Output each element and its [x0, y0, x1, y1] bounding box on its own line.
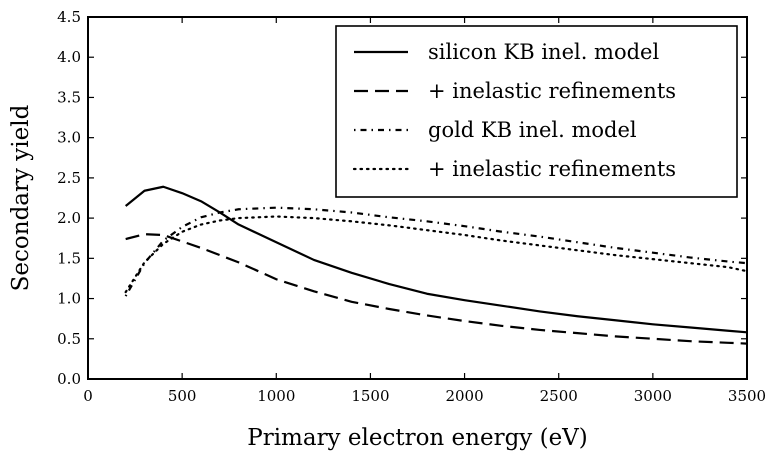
- series-line-1: [124, 185, 747, 334]
- x-tick-label: 500: [168, 387, 197, 405]
- y-tick-label: 2.0: [57, 209, 81, 227]
- y-tick-label: 3.0: [57, 129, 81, 147]
- y-axis-title: Secondary yield: [8, 104, 34, 291]
- plot-frame: [87, 16, 748, 380]
- x-tick-label: 2000: [445, 387, 483, 405]
- y-tick-label: 4.5: [57, 8, 81, 26]
- series-line-3: [124, 206, 747, 297]
- y-tick-label: 1.0: [57, 290, 81, 308]
- x-axis-title: Primary electron energy (eV): [247, 425, 588, 451]
- x-tick-label: 1500: [351, 387, 389, 405]
- y-tick-label: 0.5: [57, 330, 81, 348]
- y-tick-label: 2.5: [57, 169, 81, 187]
- series-line-4: [124, 215, 747, 294]
- y-tick-label: 1.5: [57, 249, 81, 267]
- legend-label-2: + inelastic refinements: [428, 79, 676, 103]
- x-tick-label: 3500: [728, 387, 766, 405]
- y-tick-label: 4.0: [57, 48, 81, 66]
- x-tick-label: 0: [83, 387, 93, 405]
- series-line-2: [125, 233, 747, 345]
- y-tick-label: 3.5: [57, 88, 81, 106]
- x-tick-label: 1000: [257, 387, 295, 405]
- legend-label-1: silicon KB inel. model: [428, 40, 659, 64]
- y-tick-label: 0.0: [57, 370, 81, 388]
- x-tick-label: 3000: [634, 387, 672, 405]
- legend-label-3: gold KB inel. model: [428, 118, 637, 142]
- legend-box: [335, 25, 738, 198]
- x-tick-label: 2500: [540, 387, 578, 405]
- legend-label-4: + inelastic refinements: [428, 157, 676, 181]
